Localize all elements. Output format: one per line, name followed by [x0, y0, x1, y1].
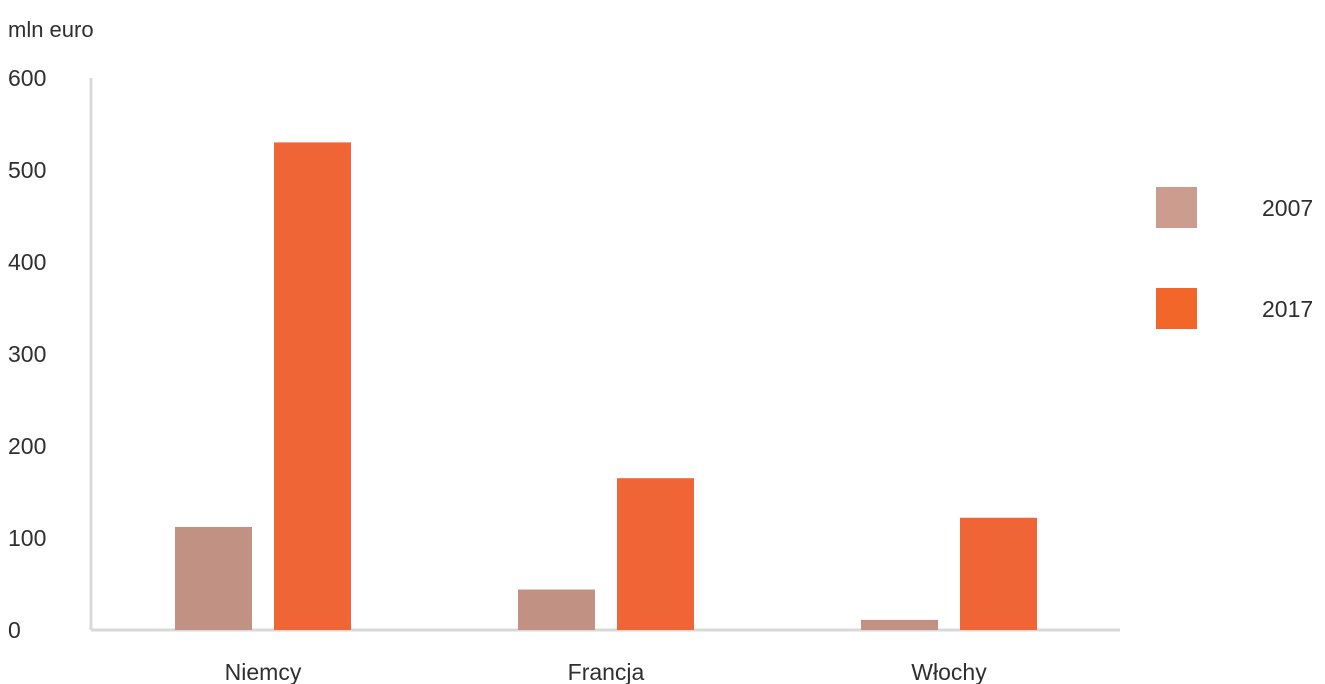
x-tick-label: Niemcy [225, 659, 302, 684]
y-tick-label: 200 [8, 433, 46, 459]
y-tick-label: 300 [8, 341, 46, 367]
legend: 2007 2017 [1156, 187, 1313, 329]
bar-2017-francja [617, 478, 694, 630]
bar-2007-francja [518, 589, 595, 630]
bars-group [175, 142, 1037, 630]
y-tick-label: 100 [8, 525, 46, 551]
y-axis-label: mln euro [8, 17, 94, 42]
legend-swatch-2007 [1156, 187, 1197, 228]
x-tick-label: Włochy [911, 659, 987, 684]
y-tick-label: 400 [8, 249, 46, 275]
legend-label-2017: 2017 [1262, 296, 1313, 322]
legend-swatch-2017 [1156, 288, 1197, 329]
bar-2007-włochy [861, 619, 938, 630]
x-tick-label: Francja [568, 659, 645, 684]
y-axis-ticks: 0 100 200 300 400 500 600 [8, 65, 46, 643]
bar-2017-niemcy [274, 142, 351, 630]
y-tick-label: 0 [8, 617, 21, 643]
bar-2017-włochy [960, 517, 1037, 630]
x-axis-labels: Niemcy Francja Włochy [225, 659, 988, 684]
bar-2007-niemcy [175, 526, 252, 630]
y-tick-label: 500 [8, 157, 46, 183]
y-tick-label: 600 [8, 65, 46, 91]
legend-label-2007: 2007 [1262, 195, 1313, 221]
